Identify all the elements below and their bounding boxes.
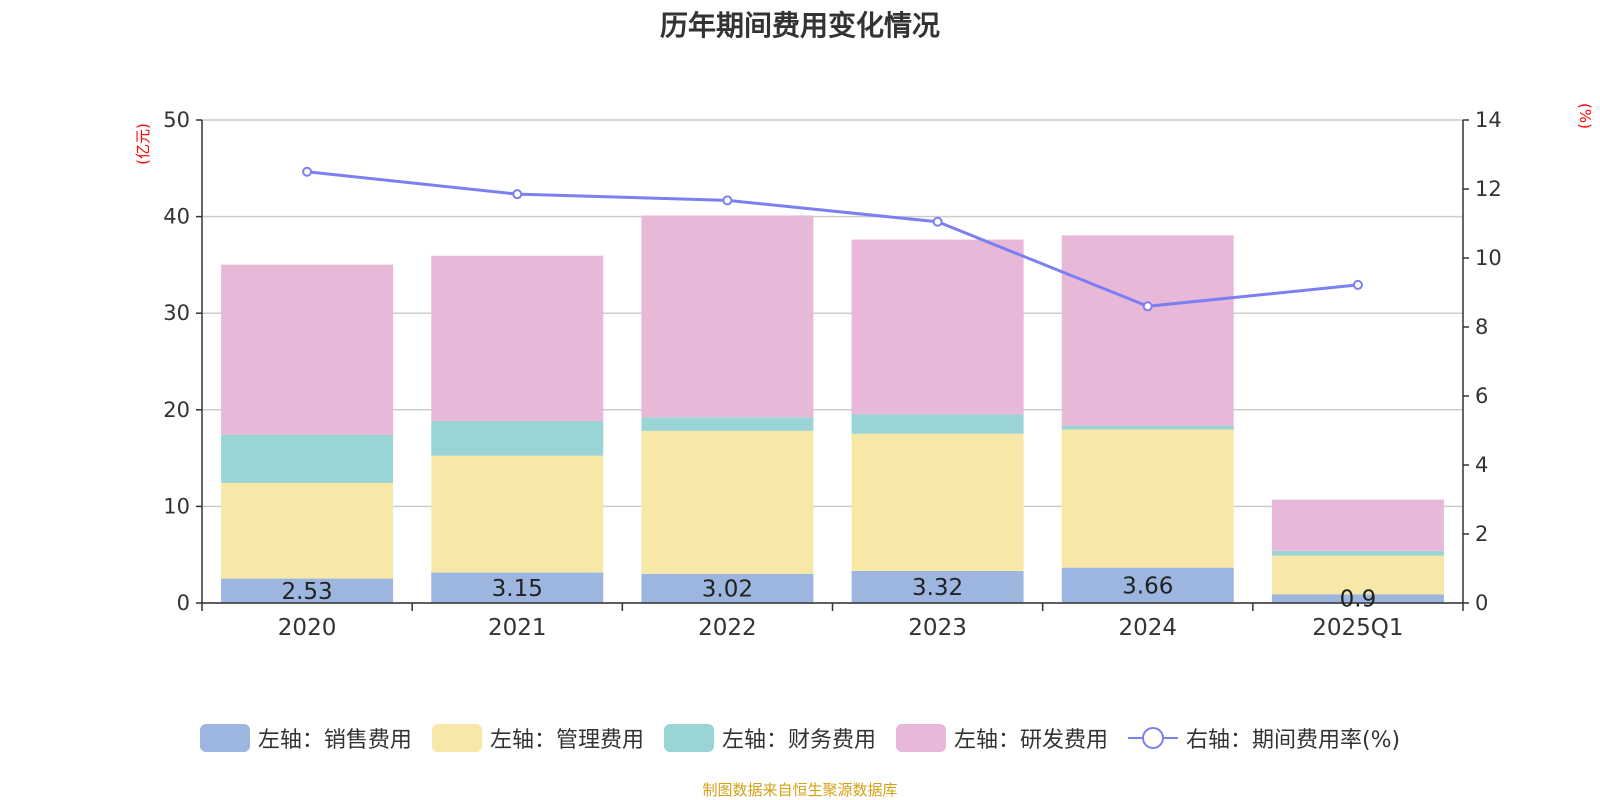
x-axis-tick-label: 2023 bbox=[908, 615, 967, 641]
data-source-note: 制图数据来自恒生聚源数据库 bbox=[702, 781, 898, 799]
right-axis-tick-label: 0 bbox=[1475, 591, 1488, 615]
left-axis-tick-label: 0 bbox=[177, 591, 190, 615]
bar-segment bbox=[431, 255, 604, 421]
axis-layer: 0 10 20 30 40 50 0 2 4 6 8 10 12 14 2020 2021 2022 2023 20… bbox=[163, 108, 1501, 641]
left-axis-unit: (亿元) bbox=[134, 123, 152, 165]
bar-segment bbox=[641, 430, 814, 574]
data-label: 3.66 bbox=[1122, 573, 1173, 599]
legend-label-sales: 左轴：销售费用 bbox=[257, 728, 412, 753]
legend-item-admin[interactable]: 左轴：管理费用 bbox=[431, 722, 644, 754]
right-axis-tick-label: 8 bbox=[1475, 315, 1488, 339]
bar-layer bbox=[221, 215, 1444, 603]
right-axis-tick-label: 12 bbox=[1475, 177, 1502, 201]
legend-swatch-admin bbox=[431, 724, 482, 752]
bar-segment bbox=[851, 414, 1024, 434]
legend-item-sales[interactable]: 左轴：销售费用 bbox=[199, 722, 412, 754]
bar-segment bbox=[431, 420, 604, 456]
expense-rate-point bbox=[1352, 279, 1363, 290]
legend: 左轴：销售费用 左轴：管理费用 左轴：财务费用 左轴：研发费用 右轴：期间费用率… bbox=[0, 722, 1600, 754]
legend-label-expense-rate: 右轴：期间费用率(%) bbox=[1185, 728, 1401, 753]
data-label: 3.32 bbox=[912, 575, 963, 601]
bar-segment bbox=[641, 573, 814, 603]
bar-segment bbox=[1061, 425, 1234, 430]
bar-segment bbox=[851, 570, 1024, 603]
bar-segment bbox=[851, 433, 1024, 571]
expense-rate-line bbox=[306, 170, 1359, 308]
left-axis-tick-label: 30 bbox=[163, 301, 190, 325]
data-label: 2.53 bbox=[281, 579, 332, 605]
bar-segment bbox=[1061, 235, 1234, 426]
legend-swatch-rnd bbox=[895, 724, 946, 752]
bar-segment bbox=[1061, 429, 1234, 568]
left-axis-tick-label: 40 bbox=[163, 205, 190, 229]
right-axis-tick-label: 2 bbox=[1475, 522, 1488, 546]
bar-segment bbox=[221, 264, 394, 435]
expense-rate-point bbox=[302, 166, 313, 177]
expense-rate-point bbox=[932, 216, 943, 227]
chart-title: 历年期间费用变化情况 bbox=[659, 9, 940, 42]
expense-rate-point bbox=[512, 189, 523, 200]
bar-segment bbox=[221, 482, 394, 579]
x-axis-tick-label: 2021 bbox=[488, 615, 547, 641]
right-axis-tick-label: 6 bbox=[1475, 384, 1488, 408]
right-axis-tick-label: 10 bbox=[1475, 246, 1502, 270]
x-axis-tick-label: 2022 bbox=[698, 615, 757, 641]
legend-item-finance[interactable]: 左轴：财务费用 bbox=[663, 722, 876, 754]
chart-canvas: 0 10 20 30 40 50 0 2 4 6 8 10 12 14 2020 2021 2022 2023 20… bbox=[134, 103, 1594, 641]
bar-segment bbox=[641, 215, 814, 418]
legend-label-rnd: 左轴：研发费用 bbox=[953, 728, 1108, 753]
legend-item-rnd[interactable]: 左轴：研发费用 bbox=[895, 722, 1108, 754]
bar-segment bbox=[1271, 555, 1444, 595]
bar-segment bbox=[851, 239, 1024, 415]
bar-segment bbox=[1271, 550, 1444, 556]
legend-label-admin: 左轴：管理费用 bbox=[489, 728, 644, 753]
data-label: 3.02 bbox=[702, 576, 753, 602]
expense-rate-point bbox=[722, 195, 733, 206]
data-label: 3.15 bbox=[492, 576, 543, 602]
x-axis-tick-label: 2025Q1 bbox=[1312, 615, 1403, 641]
bar-segment bbox=[1271, 499, 1444, 551]
bar-segment bbox=[431, 455, 604, 573]
left-axis-tick-label: 50 bbox=[163, 108, 190, 132]
bar-segment bbox=[221, 434, 394, 483]
legend-label-finance: 左轴：财务费用 bbox=[721, 728, 876, 753]
legend-swatch-finance bbox=[663, 724, 714, 752]
legend-item-expense-rate[interactable]: 右轴：期间费用率(%) bbox=[1127, 722, 1401, 754]
right-axis-tick-label: 14 bbox=[1475, 108, 1502, 132]
legend-line-marker-icon bbox=[1127, 727, 1178, 749]
bar-segment bbox=[1061, 567, 1234, 603]
expense-rate-point bbox=[1142, 301, 1153, 312]
x-axis-tick-label: 2020 bbox=[278, 615, 337, 641]
bar-segment bbox=[1271, 594, 1444, 603]
right-axis-tick-label: 4 bbox=[1475, 453, 1488, 477]
right-axis-unit: (%) bbox=[1576, 103, 1594, 129]
bar-segment bbox=[641, 417, 814, 431]
data-label: 0.9 bbox=[1340, 587, 1377, 613]
left-axis-tick-label: 20 bbox=[163, 398, 190, 422]
bar-segment bbox=[431, 572, 604, 603]
bar-segment bbox=[221, 578, 394, 603]
data-label-layer: 2.53 3.15 3.02 3.32 3.66 0.9 bbox=[281, 573, 1376, 612]
left-axis-tick-label: 10 bbox=[163, 494, 190, 518]
line-layer bbox=[302, 166, 1363, 312]
x-axis-tick-label: 2024 bbox=[1118, 615, 1177, 641]
legend-swatch-sales bbox=[199, 724, 250, 752]
